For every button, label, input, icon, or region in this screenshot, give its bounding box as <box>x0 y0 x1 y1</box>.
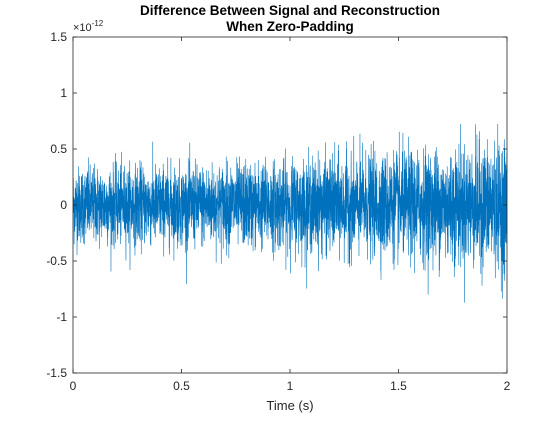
y-tick-label: -1.5 <box>46 366 67 380</box>
y-axis: -1.5 -1 -0.5 0 0.5 1 1.5 <box>46 30 507 380</box>
y-tick-label: 0 <box>60 198 67 212</box>
y-exponent-base: ×10 <box>73 22 92 34</box>
chart-title-line-1: Difference Between Signal and Reconstruc… <box>140 3 440 18</box>
y-tick-label: 1.5 <box>50 30 67 44</box>
x-axis: 0 0.5 1 1.5 2 <box>70 37 511 393</box>
y-tick-label: 1 <box>60 86 67 100</box>
x-tick-label: 1.5 <box>390 379 407 393</box>
x-tick-label: 1 <box>287 379 294 393</box>
chart-title-line-2: When Zero-Padding <box>226 19 354 34</box>
y-exponent-label: ×10-12 <box>73 19 104 34</box>
y-tick-label: -1 <box>56 310 67 324</box>
x-tick-label: 0.5 <box>173 379 190 393</box>
plot-area <box>73 123 507 303</box>
y-tick-label: -0.5 <box>46 254 67 268</box>
signal-line <box>73 123 507 303</box>
y-exponent-power: -12 <box>92 19 104 28</box>
y-tick-label: 0.5 <box>50 142 67 156</box>
x-tick-label: 2 <box>504 379 511 393</box>
x-axis-label: Time (s) <box>266 398 313 413</box>
x-tick-label: 0 <box>70 379 77 393</box>
